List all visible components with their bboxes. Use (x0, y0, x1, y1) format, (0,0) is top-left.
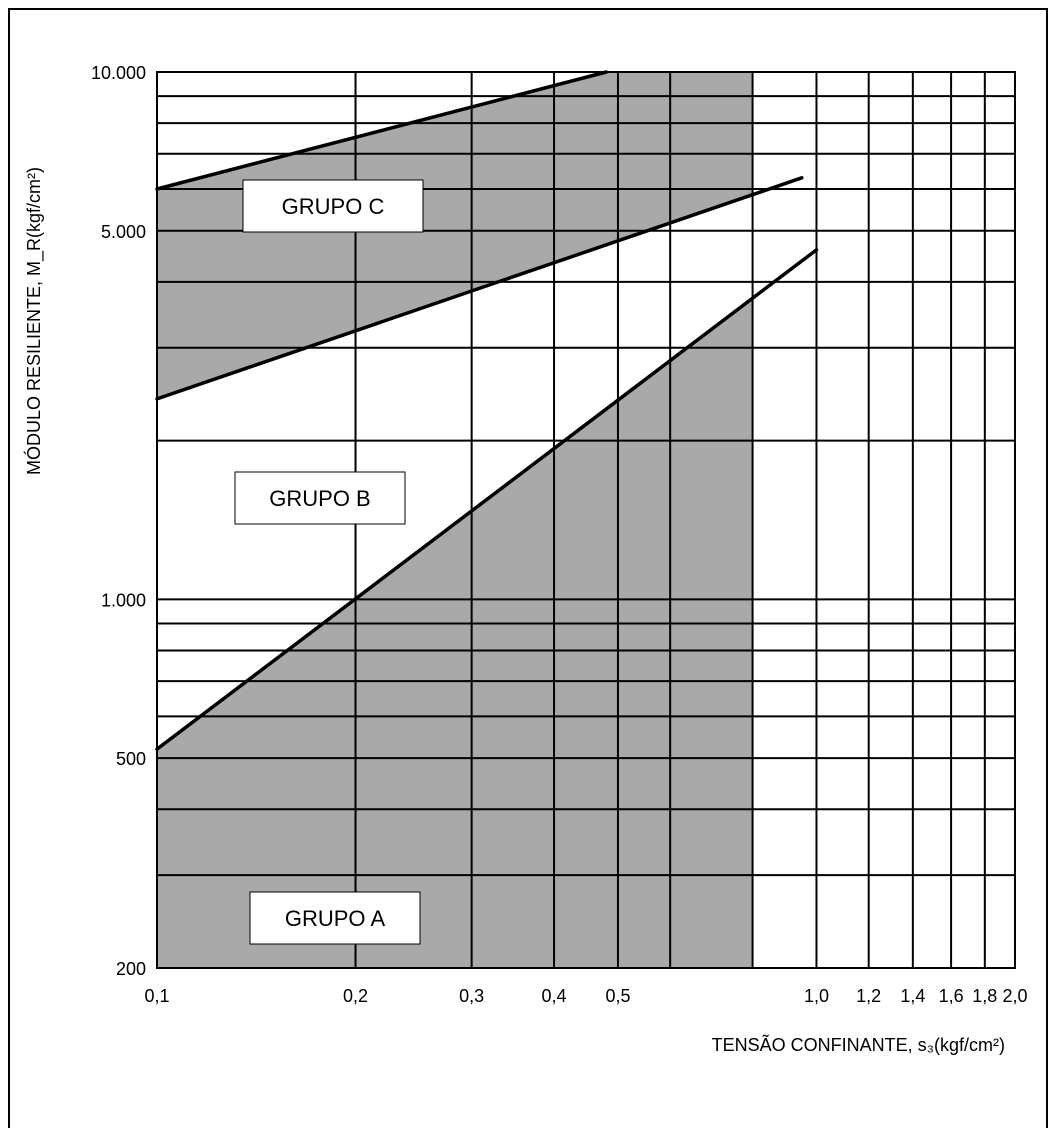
shaded-region-group-c (157, 72, 753, 399)
grupo-c-box (242, 179, 424, 233)
y-tick-label: 200 (116, 959, 146, 979)
x-tick-label: 0,2 (343, 986, 368, 1006)
boundary-line-1 (155, 70, 609, 191)
boundary-line-3 (155, 248, 819, 751)
grupo-a-box (249, 891, 421, 945)
y-tick-label: 10.000 (91, 63, 146, 83)
x-axis-title: TENSÃO CONFINANTE, s₃(kgf/cm²) (712, 1034, 1005, 1055)
x-tick-label: 1,4 (900, 986, 925, 1006)
plot-border (156, 71, 1016, 969)
x-tick-label: 0,4 (542, 986, 567, 1006)
shaded-region-group-a (157, 298, 753, 968)
x-tick-label: 1,2 (856, 986, 881, 1006)
y-tick-label: 500 (116, 749, 146, 769)
grupo-b-box (234, 471, 406, 525)
x-tick-label: 0,3 (459, 986, 484, 1006)
y-tick-label: 5.000 (101, 222, 146, 242)
x-tick-label: 2,0 (1002, 986, 1027, 1006)
x-tick-label: 1,8 (972, 986, 997, 1006)
x-tick-label: 1,0 (804, 986, 829, 1006)
x-tick-label: 0,5 (605, 986, 630, 1006)
x-tick-label: 1,6 (939, 986, 964, 1006)
y-tick-label: 1.000 (101, 590, 146, 610)
x-tick-label: 0,1 (144, 986, 169, 1006)
grupo-b-label: GRUPO B (269, 486, 370, 511)
y-axis-title: MÓDULO RESILIENTE, M_R(kgf/cm²) (23, 167, 45, 475)
boundary-line-2 (155, 176, 804, 401)
figure-frame (8, 8, 1048, 1128)
grupo-a-label: GRUPO A (285, 906, 386, 931)
grupo-c-label: GRUPO C (282, 194, 385, 219)
